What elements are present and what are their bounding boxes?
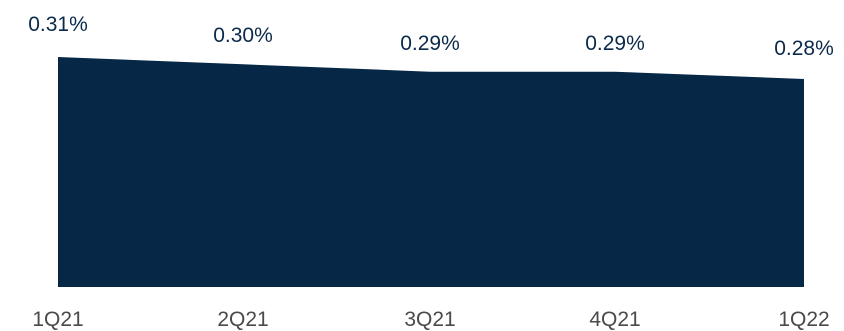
series-area — [58, 57, 804, 287]
data-label-4q21: 0.29% — [585, 32, 645, 55]
x-tick-4q21: 4Q21 — [589, 308, 640, 331]
data-label-2q21: 0.30% — [213, 24, 273, 47]
data-label-3q21: 0.29% — [400, 32, 460, 55]
data-labels: 0.31% 0.30% 0.29% 0.29% 0.28% — [28, 13, 834, 60]
x-tick-1q21: 1Q21 — [32, 308, 83, 331]
data-label-1q22: 0.28% — [774, 37, 834, 60]
x-tick-2q21: 2Q21 — [217, 308, 268, 331]
x-tick-1q22: 1Q22 — [778, 308, 829, 331]
data-label-1q21: 0.31% — [28, 13, 88, 36]
x-axis-tick-labels: 1Q21 2Q21 3Q21 4Q21 1Q22 — [32, 308, 829, 331]
x-tick-3q21: 3Q21 — [404, 308, 455, 331]
